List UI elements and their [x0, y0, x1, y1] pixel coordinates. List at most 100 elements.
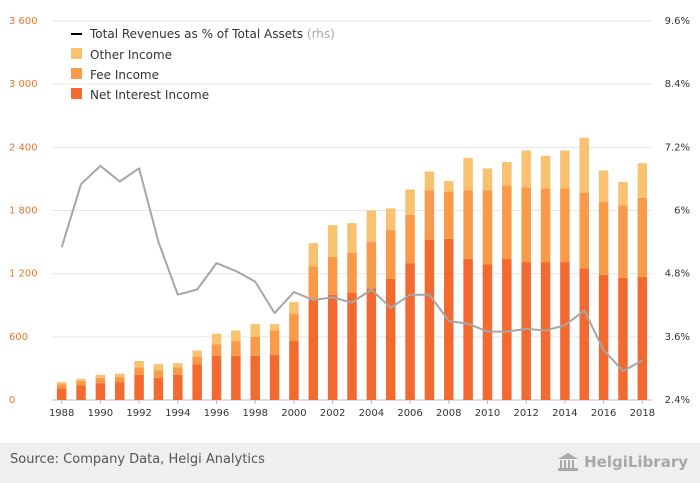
legend-label: Net Interest Income	[90, 88, 209, 102]
bar-other-income	[211, 333, 222, 345]
bar-fee-income	[269, 330, 280, 355]
y-right-tick-label: 7.2%	[665, 142, 690, 153]
bar-other-income	[56, 382, 67, 385]
bar-net-interest-income	[56, 388, 67, 400]
footer: Source: Company Data, Helgi Analytics He…	[0, 443, 700, 483]
bar-net-interest-income	[250, 355, 260, 400]
bar-net-interest-income	[173, 374, 183, 400]
bar-net-interest-income	[560, 262, 570, 400]
bar-other-income	[598, 170, 609, 203]
x-tick-label: 1992	[126, 408, 151, 419]
bar-fee-income	[308, 266, 319, 300]
bar-net-interest-income	[347, 292, 357, 400]
bar-other-income	[114, 373, 125, 377]
legend: Total Revenues as % of Total Assets (rhs…	[71, 27, 335, 102]
bar-other-income	[134, 361, 144, 368]
x-tick-label: 1988	[49, 408, 74, 419]
bar-fee-income	[366, 242, 377, 289]
bar-fee-income	[482, 190, 493, 265]
bar-other-income	[521, 150, 531, 188]
bar-series	[56, 137, 648, 400]
bar-fee-income	[637, 197, 648, 277]
bar-other-income	[502, 162, 512, 186]
bar-fee-income	[424, 190, 435, 240]
bar-net-interest-income	[366, 288, 377, 400]
bar-other-income	[366, 210, 377, 243]
bar-net-interest-income	[579, 268, 590, 400]
bar-fee-income	[502, 185, 512, 259]
y-right-tick-label: 9.6%	[665, 16, 690, 27]
bar-net-interest-income	[598, 274, 609, 400]
bar-net-interest-income	[76, 385, 86, 400]
y-left-tick-label: 2 400	[9, 142, 38, 153]
bar-fee-income	[598, 202, 609, 275]
bar-net-interest-income	[463, 258, 473, 400]
bar-net-interest-income	[269, 354, 280, 400]
x-tick-label: 2000	[281, 408, 306, 419]
bar-net-interest-income	[308, 299, 319, 400]
x-tick-label: 1994	[165, 408, 190, 419]
x-tick-label: 1998	[242, 408, 267, 419]
x-tick-label: 1990	[88, 408, 113, 419]
bar-net-interest-income	[424, 239, 435, 400]
source-note: Source: Company Data, Helgi Analytics	[10, 452, 265, 467]
y-left-tick-label: 1 200	[9, 269, 38, 280]
x-tick-label: 2012	[513, 408, 538, 419]
legend-label-text: Total Revenues as % of Total Assets	[89, 27, 303, 41]
bar-other-income	[95, 374, 106, 378]
x-tick-label: 2018	[630, 408, 655, 419]
x-tick-label: 1996	[204, 408, 229, 419]
bar-other-income	[463, 157, 473, 191]
bar-net-interest-income	[521, 262, 531, 400]
bar-other-income	[482, 168, 493, 191]
helgi-library-logo: HelgiLibrary	[556, 450, 688, 474]
x-tick-label: 2014	[552, 408, 577, 419]
bar-fee-income	[405, 214, 415, 264]
bar-other-income	[424, 171, 435, 191]
bar-fee-income	[56, 384, 67, 389]
bar-other-income	[327, 225, 338, 257]
bar-fee-income	[347, 252, 357, 293]
legend-label: Total Revenues as % of Total Assets (rhs…	[89, 27, 335, 41]
bar-fee-income	[618, 205, 628, 278]
bar-fee-income	[114, 376, 125, 383]
x-axis-ticks: 1988 1990 1992 1994 1996 1998 2000 2002 2004 2006…	[49, 400, 655, 419]
legend-label-text: Other Income	[90, 48, 172, 62]
bar-net-interest-income	[502, 258, 512, 400]
y-right-tick-label: 3.6%	[665, 332, 690, 343]
bar-net-interest-income	[114, 382, 125, 400]
bar-other-income	[405, 189, 415, 215]
y-right-tick-label: 6%	[674, 206, 690, 217]
right-axis-ticks: 2.4% 3.6% 4.8% 6% 7.2% 8.4% 9.6%	[665, 16, 690, 406]
legend-color-swatch	[71, 88, 82, 99]
legend-color-swatch	[71, 48, 82, 59]
bar-net-interest-income	[637, 276, 648, 400]
legend-rhs-note: (rhs)	[303, 27, 335, 41]
bar-fee-income	[192, 356, 202, 365]
bar-other-income	[347, 223, 357, 253]
bar-net-interest-income	[405, 263, 415, 400]
bar-other-income	[385, 208, 396, 231]
bar-other-income	[618, 182, 628, 206]
bar-net-interest-income	[134, 374, 144, 400]
x-tick-label: 2004	[359, 408, 384, 419]
legend-label: Other Income	[90, 48, 172, 62]
bar-net-interest-income	[153, 377, 164, 400]
legend-label: Fee Income	[90, 68, 159, 82]
bar-fee-income	[560, 188, 570, 263]
y-left-tick-label: 1 800	[9, 206, 38, 217]
bar-other-income	[540, 155, 551, 189]
bar-other-income	[231, 330, 241, 342]
bar-fee-income	[579, 192, 590, 269]
y-left-tick-label: 3 000	[9, 79, 38, 90]
bar-other-income	[173, 363, 183, 368]
bar-other-income	[579, 137, 590, 193]
x-tick-label: 2016	[591, 408, 616, 419]
legend-color-swatch	[71, 68, 82, 79]
bar-other-income	[153, 364, 164, 371]
bar-other-income	[560, 150, 570, 189]
line-series	[60, 164, 643, 372]
bar-fee-income	[463, 190, 473, 259]
bar-other-income	[269, 324, 280, 331]
bar-net-interest-income	[192, 364, 202, 400]
